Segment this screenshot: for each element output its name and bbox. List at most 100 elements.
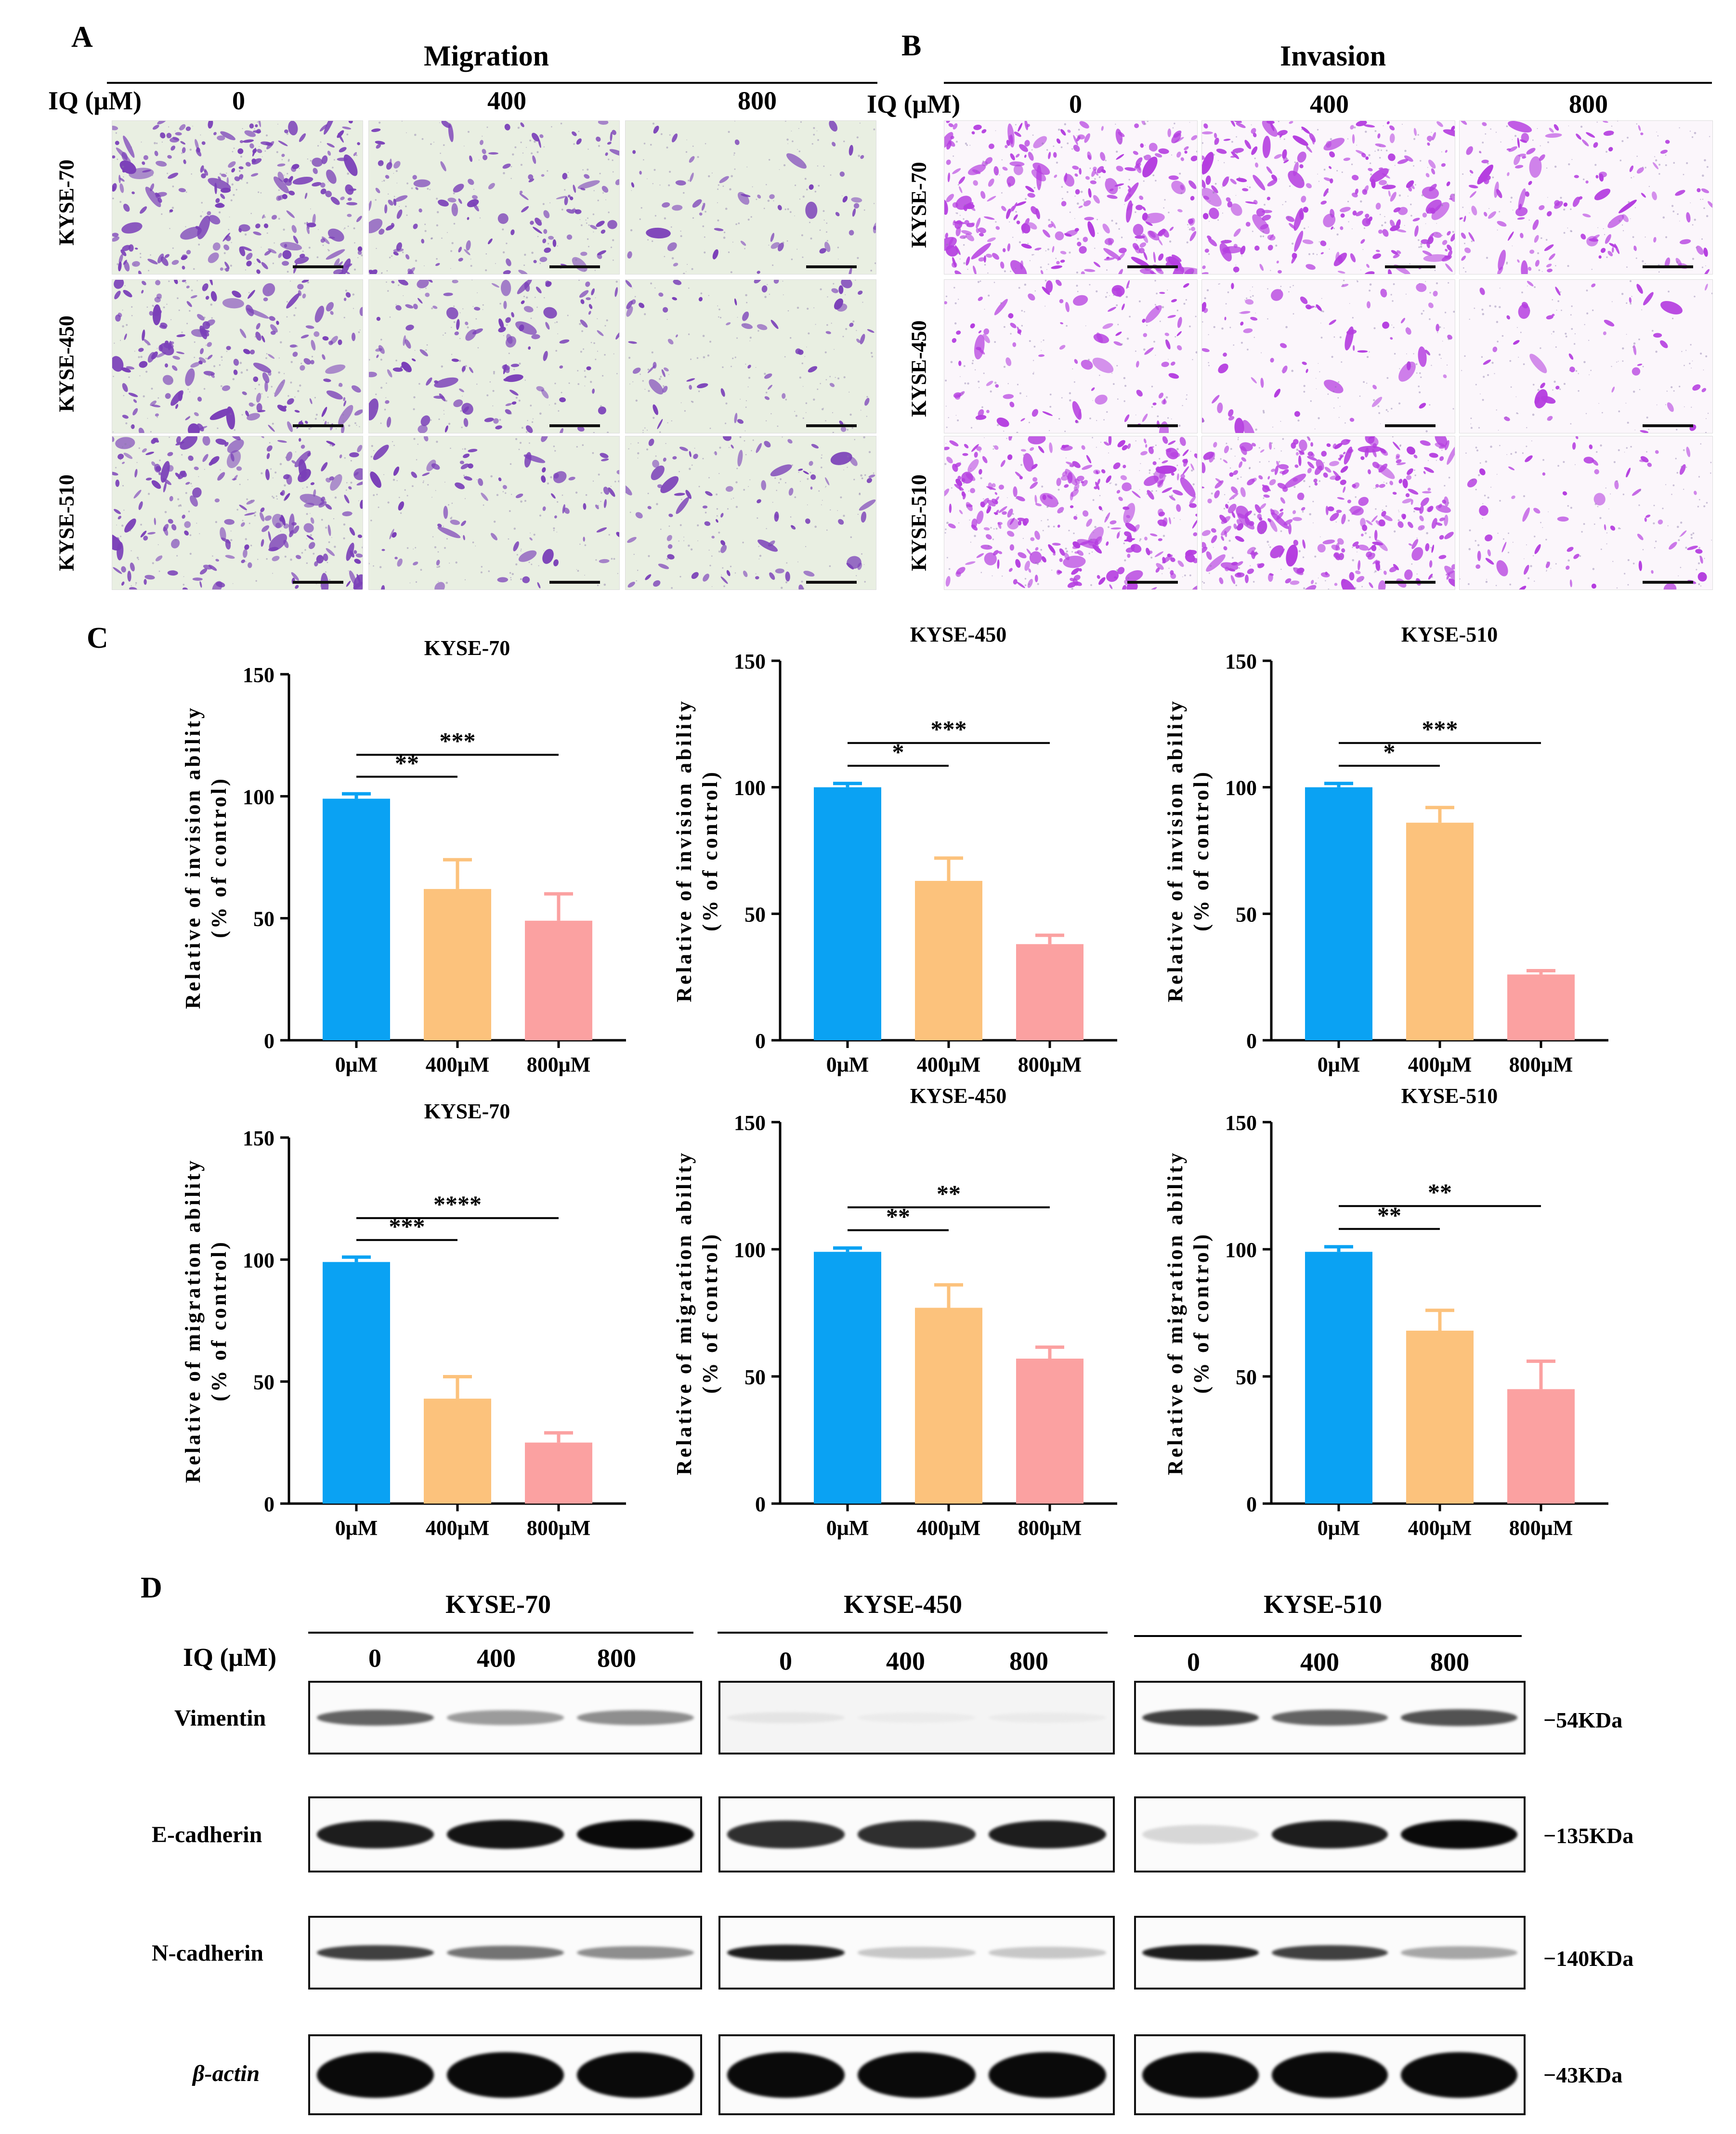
y-axis-label: Relative of invision ability (% of contro… [672, 699, 722, 1002]
panel-d-dose-kyse510-0: 0 [1187, 1648, 1200, 1676]
band [576, 2052, 694, 2098]
invasion-stained-cells [1461, 280, 1712, 433]
x-tick-label: 400μM [917, 1516, 980, 1540]
panel-d-dose-kyse70-800: 800 [597, 1644, 636, 1673]
band [1142, 2052, 1259, 2098]
x-tick-label: 800μM [1018, 1516, 1082, 1540]
panel-a-letter: A [71, 21, 93, 53]
scale-bar [293, 581, 343, 584]
chart-title: KYSE-70 [424, 636, 510, 660]
band [858, 2052, 976, 2098]
band [1271, 1945, 1388, 1961]
panel-d-group-title-kyse450: KYSE-450 [844, 1590, 963, 1619]
panel-d-letter: D [141, 1571, 162, 1604]
band [1271, 1820, 1388, 1849]
band [727, 2052, 845, 2098]
kda-label-beta-actin: −43KDa [1543, 2063, 1623, 2087]
bar-800μM [1016, 944, 1083, 1040]
kda-label-vimentin: −54KDa [1543, 1708, 1623, 1732]
scale-bar [1643, 581, 1693, 584]
migration-stained-cells [369, 280, 619, 433]
x-tick-label: 800μM [527, 1053, 590, 1076]
blot-vimentin-kyse-510 [1134, 1681, 1526, 1754]
blot-ecadherin-kyse-70 [308, 1796, 702, 1872]
band [576, 1820, 694, 1849]
band [858, 1820, 976, 1848]
scale-bar [1385, 581, 1436, 584]
y-tick-label: 0 [755, 1492, 766, 1516]
panel-a-rule [107, 82, 877, 84]
y-tick-label: 100 [243, 785, 274, 809]
panel-b-rule [944, 82, 1712, 84]
y-tick-label: 100 [1225, 776, 1257, 800]
panel-d-dose-kyse450-800: 800 [1009, 1647, 1048, 1676]
protein-label-e-cadherin: E-cadherin [152, 1822, 262, 1847]
panel-d-group-title-kyse510: KYSE-510 [1264, 1590, 1383, 1619]
migration-stained-cells [369, 121, 619, 274]
significance-stars: ** [937, 1180, 961, 1207]
band [576, 1946, 694, 1960]
significance-stars: *** [389, 1213, 425, 1240]
x-tick-label: 0μM [1318, 1053, 1360, 1076]
band [1271, 2052, 1388, 2098]
panel-b-title: Invasion [1280, 40, 1386, 72]
panel-d-rule-kyse510 [1134, 1635, 1522, 1637]
band [1142, 1709, 1259, 1727]
bar-0μM [323, 799, 390, 1040]
band [988, 1820, 1107, 1849]
panel-c-charts: 0 50 100 150 KYSE-70 Relative of invision abi… [181, 623, 1608, 1540]
scale-bar [1127, 581, 1178, 584]
blot-actin-kyse-70 [308, 2034, 702, 2115]
y-tick-label: 100 [1225, 1238, 1257, 1262]
blot-actin-kyse-450 [718, 2034, 1115, 2115]
blot-ecadherin-kyse-510 [1134, 1796, 1526, 1872]
band [727, 1712, 845, 1723]
migration-stained-cells [626, 436, 876, 589]
y-tick-label: 150 [734, 650, 766, 673]
scale-bar [1127, 424, 1178, 427]
y-tick-label: 100 [243, 1248, 274, 1272]
band [446, 2052, 564, 2098]
panel-d-dose-kyse70-0: 0 [368, 1644, 381, 1673]
bar-400μM [1406, 1330, 1474, 1504]
x-tick-label: 400μM [1408, 1053, 1472, 1076]
kda-label-n-cadherin: −140KDa [1543, 1946, 1634, 1971]
invasion-micrograph-r2-c1 [944, 279, 1198, 433]
x-tick-label: 0μM [335, 1053, 378, 1076]
protein-label-n-cadherin: N-cadherin [152, 1940, 263, 1966]
bar-0μM [1305, 1252, 1372, 1504]
bar-800μM [1507, 974, 1575, 1040]
migration-micrograph-r1-c3 [625, 120, 876, 275]
x-tick-label: 0μM [1318, 1516, 1360, 1540]
migration-micrograph-r2-c2 [368, 279, 620, 433]
scale-bar [549, 424, 600, 427]
y-tick-label: 50 [744, 903, 766, 926]
panel-b-letter: B [901, 29, 922, 62]
y-tick-label: 0 [1246, 1029, 1257, 1053]
bar-0μM [814, 787, 881, 1040]
invasion-micrograph-r1-c1 [944, 120, 1198, 275]
significance-stars: *** [440, 727, 476, 754]
invasion-micrograph-r3-c1 [944, 436, 1198, 590]
band [446, 1945, 564, 1960]
blot-ecadherin-kyse-450 [718, 1796, 1115, 1872]
invasion-stained-cells [1202, 121, 1455, 274]
migration-stained-cells [112, 121, 363, 274]
migration-micrograph-r2-c1 [112, 279, 363, 433]
band [727, 1820, 845, 1848]
invasion-stained-cells [1460, 121, 1712, 274]
y-tick-label: 0 [264, 1029, 274, 1053]
x-tick-label: 0μM [826, 1516, 869, 1540]
x-tick-label: 0μM [826, 1053, 869, 1076]
band [446, 1710, 564, 1725]
invasion-stained-cells [944, 280, 1197, 433]
significance-stars: ** [395, 749, 419, 776]
band [576, 1710, 694, 1726]
panel-d-dose-kyse450-400: 400 [886, 1647, 925, 1676]
panel-d-rule-kyse70 [308, 1632, 693, 1634]
y-tick-label: 100 [734, 776, 766, 800]
migration-micrograph-r1-c1 [112, 120, 363, 275]
scale-bar [549, 581, 600, 584]
x-tick-label: 400μM [917, 1053, 980, 1076]
panel-d-group-title-kyse70: KYSE-70 [445, 1590, 551, 1619]
